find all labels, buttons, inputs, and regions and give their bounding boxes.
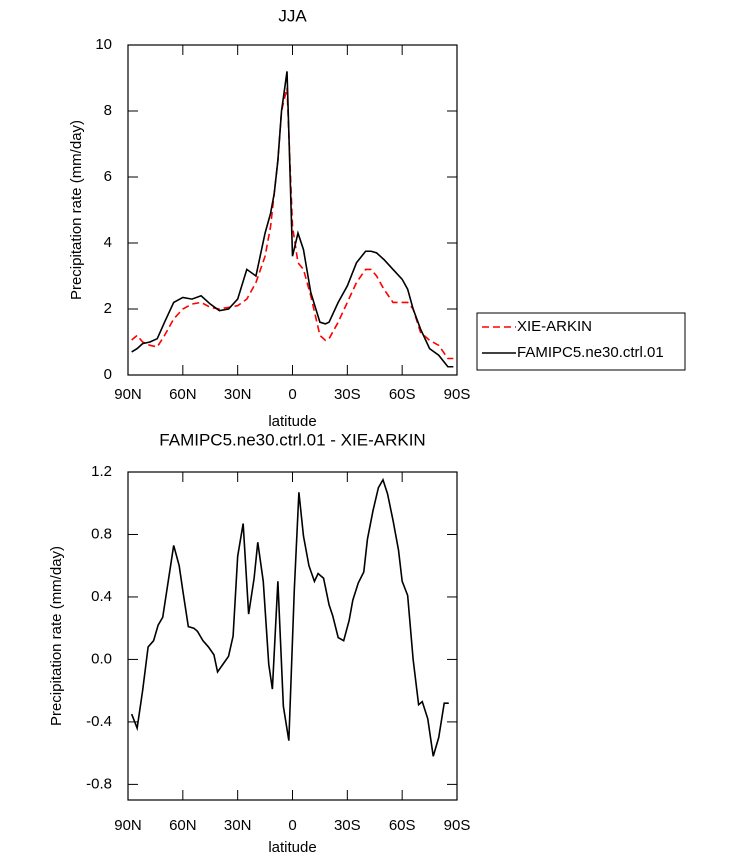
data-line bbox=[130, 477, 449, 757]
x-tick-label: 60S bbox=[389, 386, 416, 403]
y-tick-label: 4 bbox=[104, 234, 112, 251]
x-tick-label: 30S bbox=[334, 817, 361, 834]
x-tick-label: 0 bbox=[288, 817, 296, 834]
plot-frame bbox=[127, 44, 458, 376]
legend-label: XIE-ARKIN bbox=[517, 318, 592, 335]
y-tick-label: 10 bbox=[95, 36, 112, 53]
x-tick-label: 60N bbox=[169, 817, 197, 834]
x-axis-label: latitude bbox=[268, 839, 316, 856]
y-axis-label: Precipitation rate (mm/day) bbox=[68, 120, 85, 300]
x-tick-label: 90S bbox=[444, 386, 471, 403]
y-tick-label: 1.2 bbox=[91, 463, 112, 480]
x-tick-label: 30S bbox=[334, 386, 361, 403]
y-tick-label: 0.0 bbox=[91, 650, 112, 667]
legend-box bbox=[476, 312, 686, 371]
x-tick-label: 90N bbox=[114, 817, 142, 834]
x-tick-label: 30N bbox=[224, 817, 252, 834]
data-line bbox=[131, 87, 454, 360]
x-tick-label: 90N bbox=[114, 386, 142, 403]
y-tick-label: 8 bbox=[104, 102, 112, 119]
legend-label: FAMIPC5.ne30.ctrl.01 bbox=[517, 344, 664, 361]
y-tick-label: 0.8 bbox=[91, 525, 112, 542]
y-tick-label: 0 bbox=[104, 366, 112, 383]
plot-frame bbox=[127, 471, 458, 801]
y-tick-label: 0.4 bbox=[91, 588, 112, 605]
x-tick-label: 90S bbox=[444, 817, 471, 834]
x-axis-label: latitude bbox=[268, 413, 316, 430]
y-axis-label: Precipitation rate (mm/day) bbox=[48, 546, 65, 726]
y-tick-label: 2 bbox=[104, 300, 112, 317]
x-tick-label: 60N bbox=[169, 386, 197, 403]
chart-title: JJA bbox=[278, 6, 307, 25]
x-tick-label: 0 bbox=[288, 386, 296, 403]
y-tick-label: 6 bbox=[104, 168, 112, 185]
x-tick-label: 60S bbox=[389, 817, 416, 834]
chart-title: FAMIPC5.ne30.ctrl.01 - XIE-ARKIN bbox=[159, 430, 425, 449]
y-tick-label: -0.4 bbox=[86, 713, 112, 730]
x-tick-label: 30N bbox=[224, 386, 252, 403]
y-tick-label: -0.8 bbox=[86, 775, 112, 792]
data-line bbox=[131, 71, 454, 368]
